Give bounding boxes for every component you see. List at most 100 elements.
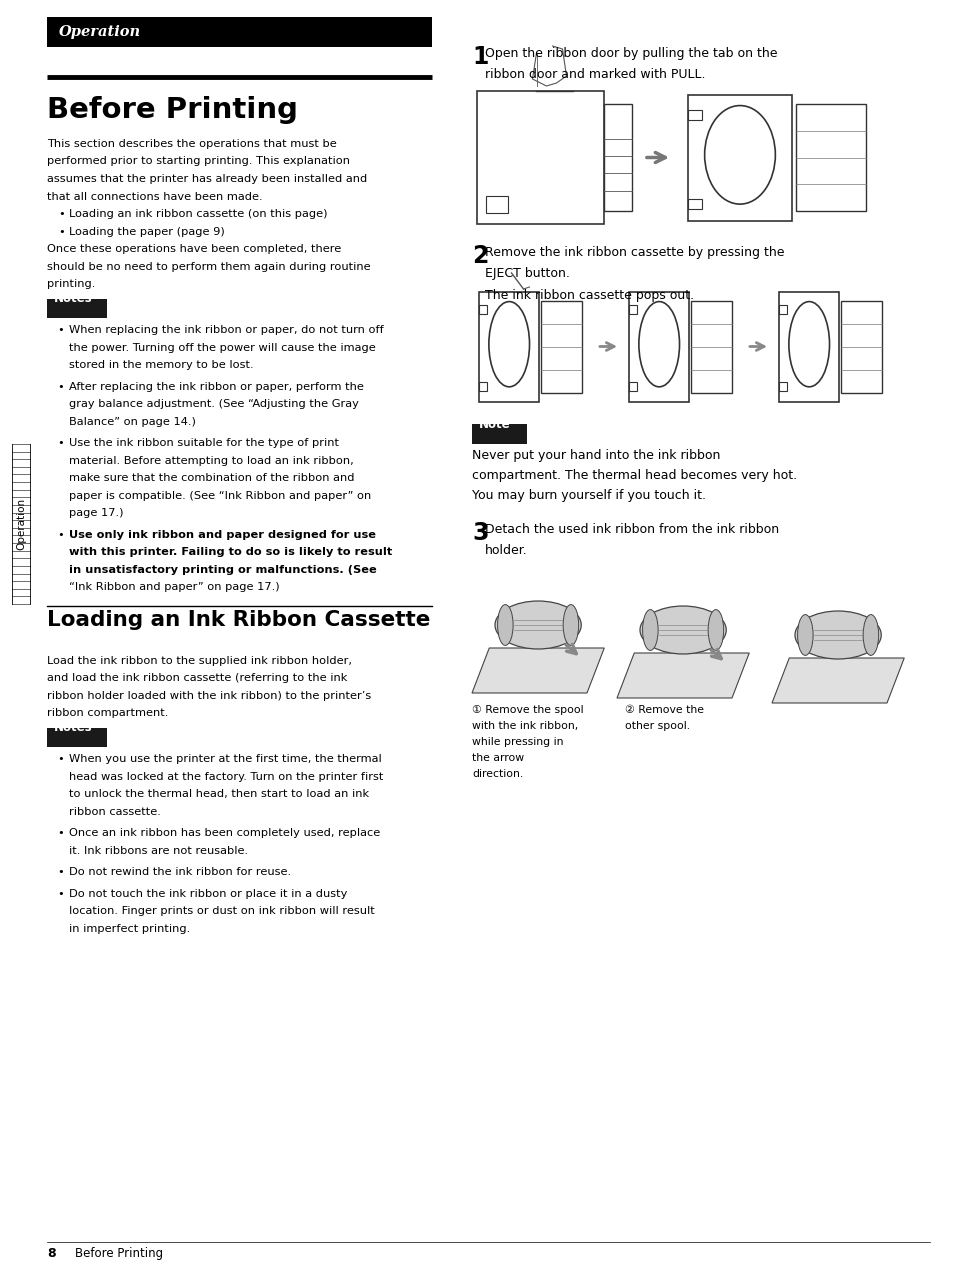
Text: it. Ink ribbons are not reusable.: it. Ink ribbons are not reusable.: [69, 846, 248, 856]
Text: 8: 8: [47, 1247, 55, 1260]
Text: Operation: Operation: [59, 25, 141, 39]
Ellipse shape: [707, 609, 723, 651]
Text: After replacing the ink ribbon or paper, perform the: After replacing the ink ribbon or paper,…: [69, 381, 363, 391]
Bar: [629, 293, 688, 401]
Text: The ink ribbon cassette pops out.: The ink ribbon cassette pops out.: [484, 289, 694, 302]
Text: •: •: [57, 381, 64, 391]
Polygon shape: [617, 654, 748, 698]
Text: page 17.): page 17.): [69, 508, 123, 519]
Text: that all connections have been made.: that all connections have been made.: [47, 191, 262, 201]
Text: Once these operations have been completed, there: Once these operations have been complete…: [47, 245, 341, 254]
Bar: [478, 293, 538, 401]
Text: Before Printing: Before Printing: [75, 1247, 163, 1260]
Bar: [486, 196, 507, 213]
Bar: [478, 382, 487, 391]
Text: •: •: [57, 888, 64, 898]
Text: gray balance adjustment. (See “Adjusting the Gray: gray balance adjustment. (See “Adjusting…: [69, 399, 358, 409]
Ellipse shape: [497, 605, 513, 646]
Text: Notes: Notes: [54, 292, 92, 304]
Bar: [687, 110, 701, 120]
Text: This section describes the operations that must be: This section describes the operations th…: [47, 139, 336, 149]
Bar: [472, 424, 526, 443]
Text: head was locked at the factory. Turn on the printer first: head was locked at the factory. Turn on …: [69, 772, 383, 781]
Ellipse shape: [797, 614, 812, 655]
Text: Open the ribbon door by pulling the tab on the: Open the ribbon door by pulling the tab …: [484, 47, 777, 60]
Text: •: •: [57, 828, 64, 838]
Text: ribbon holder loaded with the ink ribbon) to the printer’s: ribbon holder loaded with the ink ribbon…: [47, 691, 371, 701]
Bar: [629, 304, 637, 315]
Bar: [687, 199, 701, 209]
Text: in unsatisfactory printing or malfunctions. (See: in unsatisfactory printing or malfunctio…: [69, 564, 376, 575]
Bar: [691, 301, 731, 392]
Bar: [779, 382, 786, 391]
Text: make sure that the combination of the ribbon and: make sure that the combination of the ri…: [69, 473, 355, 483]
Bar: [476, 90, 603, 224]
Text: ribbon door and marked with PULL.: ribbon door and marked with PULL.: [484, 69, 705, 82]
Bar: [47, 727, 107, 747]
Ellipse shape: [562, 605, 578, 646]
Text: When you use the printer at the first time, the thermal: When you use the printer at the first ti…: [69, 754, 381, 764]
Text: Load the ink ribbon to the supplied ink ribbon holder,: Load the ink ribbon to the supplied ink …: [47, 656, 352, 665]
Ellipse shape: [862, 614, 878, 655]
Text: ribbon compartment.: ribbon compartment.: [47, 708, 168, 719]
Text: 1: 1: [472, 45, 488, 69]
Text: material. Before attempting to load an ink ribbon,: material. Before attempting to load an i…: [69, 456, 354, 465]
Text: Remove the ink ribbon cassette by pressing the: Remove the ink ribbon cassette by pressi…: [484, 246, 783, 259]
Text: Use the ink ribbon suitable for the type of print: Use the ink ribbon suitable for the type…: [69, 438, 338, 448]
Text: ② Remove the: ② Remove the: [624, 705, 703, 715]
Ellipse shape: [495, 601, 580, 648]
Text: Once an ink ribbon has been completely used, replace: Once an ink ribbon has been completely u…: [69, 828, 380, 838]
Text: EJECT button.: EJECT button.: [484, 268, 569, 280]
Text: ① Remove the spool: ① Remove the spool: [472, 705, 583, 715]
Text: 2: 2: [472, 245, 488, 268]
Text: holder.: holder.: [484, 544, 527, 558]
Text: “Ink Ribbon and paper” on page 17.): “Ink Ribbon and paper” on page 17.): [69, 582, 279, 592]
Text: should be no need to perform them again during routine: should be no need to perform them again …: [47, 261, 370, 271]
Text: stored in the memory to be lost.: stored in the memory to be lost.: [69, 361, 253, 369]
Polygon shape: [771, 657, 903, 703]
Text: Before Printing: Before Printing: [47, 96, 297, 124]
Text: printing.: printing.: [47, 279, 95, 289]
Text: compartment. The thermal head becomes very hot.: compartment. The thermal head becomes ve…: [472, 469, 797, 482]
Bar: [603, 104, 631, 210]
Text: other spool.: other spool.: [624, 721, 689, 731]
Text: Detach the used ink ribbon from the ink ribbon: Detach the used ink ribbon from the ink …: [484, 524, 779, 536]
Text: Never put your hand into the ink ribbon: Never put your hand into the ink ribbon: [472, 450, 720, 462]
Text: You may burn yourself if you touch it.: You may burn yourself if you touch it.: [472, 488, 705, 502]
Text: while pressing in: while pressing in: [472, 736, 563, 747]
Bar: [795, 104, 865, 210]
Ellipse shape: [642, 609, 658, 651]
Bar: [687, 96, 791, 222]
Text: Loading an Ink Ribbon Cassette: Loading an Ink Ribbon Cassette: [47, 609, 430, 629]
Text: performed prior to starting printing. This explanation: performed prior to starting printing. Th…: [47, 157, 350, 167]
Text: location. Finger prints or dust on ink ribbon will result: location. Finger prints or dust on ink r…: [69, 906, 375, 916]
Text: Do not rewind the ink ribbon for reuse.: Do not rewind the ink ribbon for reuse.: [69, 868, 291, 877]
Text: the arrow: the arrow: [472, 753, 523, 763]
Text: •: •: [57, 530, 64, 539]
Polygon shape: [472, 648, 603, 693]
Text: in imperfect printing.: in imperfect printing.: [69, 924, 190, 934]
Ellipse shape: [639, 606, 725, 654]
Text: to unlock the thermal head, then start to load an ink: to unlock the thermal head, then start t…: [69, 789, 369, 799]
Text: and load the ink ribbon cassette (referring to the ink: and load the ink ribbon cassette (referr…: [47, 673, 347, 683]
Text: •: •: [57, 438, 64, 448]
Text: Loading an ink ribbon cassette (on this page): Loading an ink ribbon cassette (on this …: [69, 209, 327, 219]
Bar: [629, 382, 637, 391]
Text: ribbon cassette.: ribbon cassette.: [69, 806, 161, 817]
Text: paper is compatible. (See “Ink Ribbon and paper” on: paper is compatible. (See “Ink Ribbon an…: [69, 490, 371, 501]
Text: Operation: Operation: [16, 498, 26, 550]
Text: Notes: Notes: [54, 721, 92, 734]
Bar: [541, 301, 581, 392]
Text: Use only ink ribbon and paper designed for use: Use only ink ribbon and paper designed f…: [69, 530, 375, 539]
Text: Do not touch the ink ribbon or place it in a dusty: Do not touch the ink ribbon or place it …: [69, 888, 347, 898]
Text: Loading the paper (page 9): Loading the paper (page 9): [69, 227, 225, 237]
Text: with the ink ribbon,: with the ink ribbon,: [472, 721, 578, 731]
Text: •: •: [57, 754, 64, 764]
Bar: [47, 298, 107, 318]
Text: with this printer. Failing to do so is likely to result: with this printer. Failing to do so is l…: [69, 547, 392, 557]
Bar: [779, 293, 839, 401]
Bar: [841, 301, 881, 392]
Text: •: •: [57, 868, 64, 877]
Text: assumes that the printer has already been installed and: assumes that the printer has already bee…: [47, 175, 367, 183]
Text: •: •: [58, 227, 65, 237]
